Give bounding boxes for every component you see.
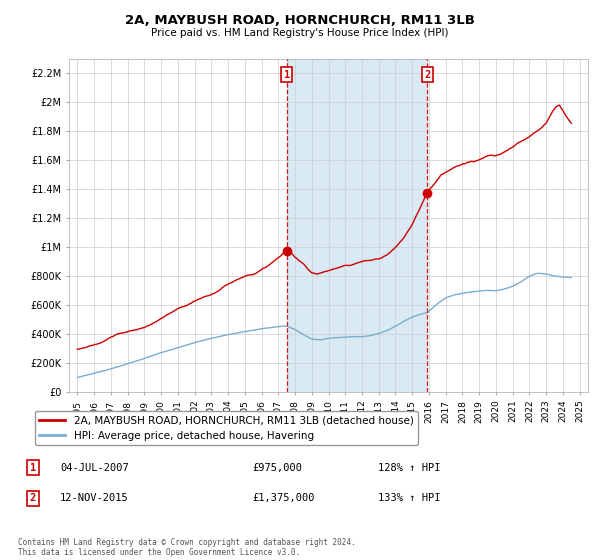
Text: £1,375,000: £1,375,000 [252,493,314,503]
Legend: 2A, MAYBUSH ROAD, HORNCHURCH, RM11 3LB (detached house), HPI: Average price, det: 2A, MAYBUSH ROAD, HORNCHURCH, RM11 3LB (… [35,411,418,445]
Text: 1: 1 [284,70,290,80]
Text: 133% ↑ HPI: 133% ↑ HPI [378,493,440,503]
Text: 2: 2 [424,70,430,80]
Text: £975,000: £975,000 [252,463,302,473]
Text: 04-JUL-2007: 04-JUL-2007 [60,463,129,473]
Text: 1: 1 [30,463,36,473]
Text: 12-NOV-2015: 12-NOV-2015 [60,493,129,503]
Text: 2: 2 [30,493,36,503]
Text: Price paid vs. HM Land Registry's House Price Index (HPI): Price paid vs. HM Land Registry's House … [151,28,449,38]
Bar [287,59,427,392]
Text: 2A, MAYBUSH ROAD, HORNCHURCH, RM11 3LB: 2A, MAYBUSH ROAD, HORNCHURCH, RM11 3LB [125,14,475,27]
Text: Contains HM Land Registry data © Crown copyright and database right 2024.
This d: Contains HM Land Registry data © Crown c… [18,538,356,557]
Text: 128% ↑ HPI: 128% ↑ HPI [378,463,440,473]
